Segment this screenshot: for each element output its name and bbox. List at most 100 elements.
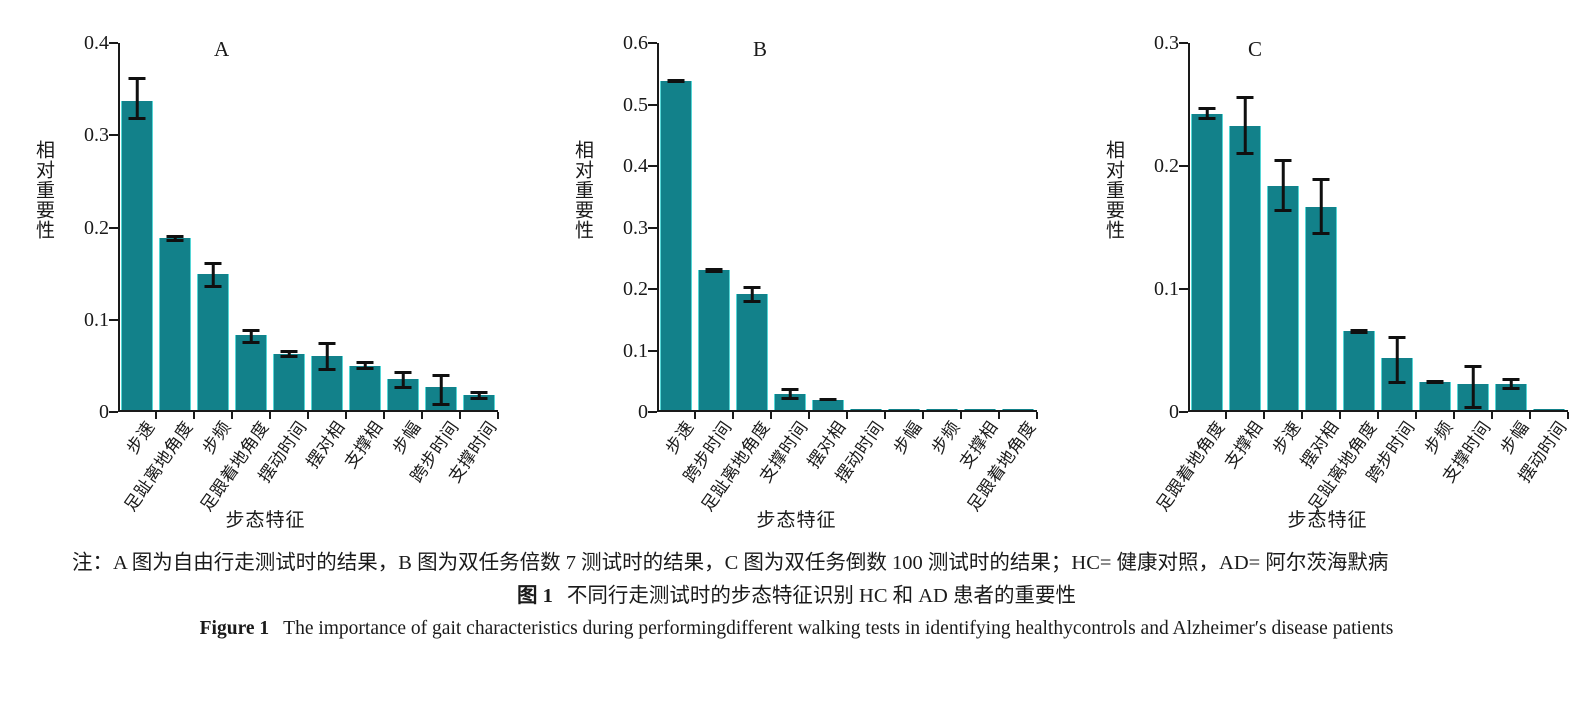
y-tick-label: 0.1 xyxy=(623,339,648,362)
bar-slot[interactable] xyxy=(1454,43,1492,410)
y-tick-mark xyxy=(648,288,657,290)
bar[interactable] xyxy=(964,408,996,410)
bar[interactable] xyxy=(1419,379,1451,410)
bar[interactable] xyxy=(774,387,806,410)
error-bar-cap-bottom xyxy=(819,397,837,401)
bar-slot[interactable] xyxy=(809,43,847,410)
y-tick-mark xyxy=(1179,411,1188,413)
y-tick-label: 0.3 xyxy=(1154,32,1179,54)
bar-slot[interactable] xyxy=(308,43,346,410)
bar-slot[interactable] xyxy=(961,43,999,410)
error-bar-line xyxy=(439,374,443,407)
bar-slot[interactable] xyxy=(1226,43,1264,410)
y-tick-mark xyxy=(648,349,657,352)
error-bar-cap-bottom xyxy=(1426,379,1444,383)
bar[interactable] xyxy=(121,76,153,410)
y-tick-label: 0 xyxy=(1169,401,1179,423)
bar-slot[interactable] xyxy=(346,43,384,410)
bar-slot[interactable] xyxy=(999,43,1037,410)
bar[interactable] xyxy=(1305,177,1337,410)
error-bar-cap-top xyxy=(1502,378,1520,382)
figure-label-en: Figure 1 xyxy=(199,618,270,639)
bar-slot[interactable] xyxy=(733,43,771,410)
bar[interactable] xyxy=(926,408,958,410)
bar[interactable] xyxy=(1343,328,1375,410)
y-tick-mark xyxy=(648,103,657,106)
error-bar-cap-bottom xyxy=(204,285,222,289)
y-tick-label: 0.4 xyxy=(623,155,648,177)
x-tick-mark xyxy=(231,412,233,419)
figure-title-en-text: The importance of gait characteristics d… xyxy=(283,618,1394,639)
bar-slot[interactable] xyxy=(232,43,270,410)
bar[interactable] xyxy=(463,390,495,410)
x-axis-title-c: 步态特征 xyxy=(1287,510,1368,531)
bar-slot[interactable] xyxy=(695,43,733,410)
y-axis-title-a: 相对重要性 xyxy=(33,140,54,240)
bars-a xyxy=(118,43,498,410)
bar[interactable] xyxy=(273,350,305,410)
x-axis-title-b: 步态特征 xyxy=(756,510,837,531)
bar[interactable] xyxy=(387,371,419,410)
error-bar-line xyxy=(1471,364,1475,409)
bar[interactable] xyxy=(1495,378,1527,410)
x-tick-mark xyxy=(1529,412,1531,419)
bar-slot[interactable] xyxy=(1378,43,1416,410)
bar[interactable] xyxy=(197,261,229,410)
bar[interactable] xyxy=(1267,159,1299,410)
error-bar-cap-bottom xyxy=(667,80,685,84)
bar-slot[interactable] xyxy=(270,43,308,410)
bar[interactable] xyxy=(736,286,768,410)
y-tick-label: 0.4 xyxy=(84,32,109,54)
bar-slot[interactable] xyxy=(885,43,923,410)
bar[interactable] xyxy=(660,78,692,410)
bar[interactable] xyxy=(311,341,343,410)
bar-slot[interactable] xyxy=(771,43,809,410)
error-bar-cap-top xyxy=(1350,328,1368,332)
error-bar-line xyxy=(287,350,291,359)
bar[interactable] xyxy=(698,267,730,410)
x-tick-mark xyxy=(1453,412,1455,419)
bar-slot[interactable] xyxy=(923,43,961,410)
bar-slot[interactable] xyxy=(657,43,695,410)
bar-slot[interactable] xyxy=(1302,43,1340,410)
error-bar-cap-top xyxy=(1388,336,1406,340)
bar-slot[interactable] xyxy=(460,43,498,410)
bar[interactable] xyxy=(1002,408,1034,410)
error-bar-cap-top xyxy=(743,286,761,290)
x-category-label: 步幅 xyxy=(889,417,926,458)
bar[interactable] xyxy=(1229,96,1261,410)
bar[interactable] xyxy=(812,397,844,410)
chart-panel-a: 相对重要性 A 0 0.1 0.2 0.3 0.4 步速 足趾离地角度 步频 足跟着地角度 摆动… xyxy=(0,0,531,545)
bar[interactable] xyxy=(159,234,191,410)
bar-slot[interactable] xyxy=(422,43,460,410)
error-bar-cap-top xyxy=(318,341,336,345)
bar-slot[interactable] xyxy=(1264,43,1302,410)
bar[interactable] xyxy=(1191,107,1223,410)
bar[interactable] xyxy=(235,328,267,410)
bar[interactable] xyxy=(1533,408,1565,410)
bar-slot[interactable] xyxy=(1188,43,1226,410)
plot-area-a: A 0 0.1 0.2 0.3 0.4 步速 足趾离地角度 步频 足跟着地角度 摆动时间 摆对相支… xyxy=(84,33,501,515)
figure-title-cn-text: 不同行走测试时的步态特征识别 HC 和 AD 患者的重要性 xyxy=(566,585,1076,607)
bar-slot[interactable] xyxy=(384,43,422,410)
y-axis-line-b xyxy=(657,43,659,412)
bar-slot[interactable] xyxy=(194,43,232,410)
error-bar-cap-bottom xyxy=(318,368,336,372)
bar[interactable] xyxy=(888,408,920,410)
bar[interactable] xyxy=(850,408,882,410)
x-tick-mark xyxy=(421,412,423,419)
bar-slot[interactable] xyxy=(156,43,194,410)
bar-slot[interactable] xyxy=(1340,43,1378,410)
bar-slot[interactable] xyxy=(1530,43,1568,410)
bar[interactable] xyxy=(1381,336,1413,410)
error-bar-cap-top xyxy=(1312,177,1330,181)
error-bar-cap-bottom xyxy=(1388,381,1406,385)
bar-slot[interactable] xyxy=(1416,43,1454,410)
bar-slot[interactable] xyxy=(118,43,156,410)
bar-slot[interactable] xyxy=(847,43,885,410)
bar[interactable] xyxy=(349,361,381,410)
bar[interactable] xyxy=(1457,364,1489,410)
error-bar-line xyxy=(477,390,481,400)
bar-slot[interactable] xyxy=(1492,43,1530,410)
bar[interactable] xyxy=(425,374,457,410)
